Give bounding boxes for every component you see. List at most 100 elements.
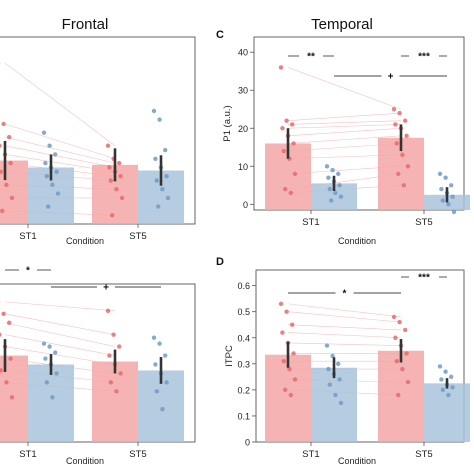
data-point	[338, 194, 344, 199]
data-point	[114, 187, 119, 192]
data-point	[110, 213, 115, 218]
data-point	[324, 343, 330, 348]
bar	[424, 383, 470, 442]
data-point	[391, 107, 397, 112]
y-tick-label: 0.6	[237, 281, 250, 291]
data-point	[281, 148, 286, 154]
data-point	[153, 156, 158, 161]
data-point	[324, 164, 330, 169]
data-point	[439, 186, 444, 192]
data-point	[160, 187, 165, 192]
data-point	[405, 164, 411, 169]
data-point	[443, 369, 448, 374]
data-point	[107, 353, 112, 358]
data-point	[50, 182, 55, 188]
x-tick-label: ST5	[415, 449, 432, 460]
y-tick-label: 0	[243, 200, 248, 210]
subject-line	[287, 342, 402, 346]
data-point	[165, 195, 171, 201]
subject-line	[4, 322, 116, 347]
data-point	[284, 118, 289, 123]
data-point	[393, 122, 398, 127]
data-point	[337, 377, 342, 382]
data-point	[160, 407, 165, 412]
data-point	[403, 327, 408, 333]
data-point	[451, 209, 457, 215]
data-point	[292, 377, 298, 382]
data-point	[446, 202, 451, 207]
subject-line	[287, 67, 402, 110]
data-point	[280, 330, 285, 335]
bar	[92, 361, 138, 442]
data-point	[41, 130, 47, 135]
data-point	[329, 198, 334, 203]
data-point	[327, 382, 332, 387]
data-point	[280, 126, 285, 131]
data-point	[393, 335, 398, 340]
bar	[311, 367, 357, 442]
panel-frame	[253, 36, 465, 211]
data-point	[394, 141, 399, 146]
data-point	[105, 308, 111, 314]
data-point	[9, 195, 15, 201]
data-point	[157, 117, 162, 122]
subject-line	[4, 62, 116, 146]
subject-line	[4, 136, 116, 164]
data-point	[1, 121, 6, 127]
data-point	[288, 392, 293, 398]
data-point	[396, 392, 401, 398]
significance-marker: *	[26, 266, 30, 277]
significance-marker: ***	[418, 52, 430, 63]
data-point	[336, 361, 341, 367]
data-point	[151, 335, 157, 340]
panel-label: C	[216, 29, 224, 41]
data-point	[336, 171, 341, 177]
data-point	[43, 356, 48, 361]
data-point	[397, 110, 402, 116]
data-point	[7, 320, 12, 325]
y-tick-label: 20	[238, 124, 248, 134]
data-point	[401, 183, 406, 188]
data-point	[403, 118, 408, 123]
data-point	[400, 366, 405, 372]
data-point	[0, 208, 5, 214]
data-point	[119, 195, 125, 201]
data-point	[54, 371, 59, 376]
x-axis-label: Condition	[338, 236, 376, 246]
data-point	[278, 301, 284, 307]
data-point	[164, 173, 169, 179]
data-point	[114, 389, 119, 394]
data-point	[290, 322, 295, 327]
subject-line	[287, 311, 402, 323]
data-point	[164, 380, 169, 385]
data-point	[153, 362, 158, 367]
data-point	[118, 371, 123, 376]
significance-marker: +	[103, 283, 109, 294]
x-axis-label: Condition	[66, 236, 104, 246]
y-axis-label: P1 (a.u.)	[222, 105, 233, 141]
x-tick-label: ST1	[19, 449, 36, 460]
data-point	[9, 395, 15, 400]
y-axis-label: ITPC	[224, 345, 235, 367]
data-point	[0, 143, 2, 148]
y-tick-label: 0.4	[237, 333, 250, 343]
data-point	[154, 178, 159, 183]
data-point	[327, 186, 332, 192]
data-point	[163, 353, 168, 358]
data-point	[290, 122, 295, 127]
significance-marker: ***	[418, 273, 430, 284]
data-point	[157, 341, 162, 346]
subject-line	[287, 332, 402, 339]
data-point	[55, 191, 61, 196]
subject-line	[4, 334, 116, 356]
data-point	[437, 364, 443, 369]
data-point	[50, 395, 55, 400]
subject-line	[287, 127, 402, 137]
data-point	[4, 182, 9, 188]
data-point	[446, 392, 451, 398]
data-point	[284, 309, 289, 314]
data-point	[283, 387, 288, 393]
data-point	[105, 143, 111, 148]
data-point	[8, 160, 13, 166]
data-point	[439, 377, 444, 382]
